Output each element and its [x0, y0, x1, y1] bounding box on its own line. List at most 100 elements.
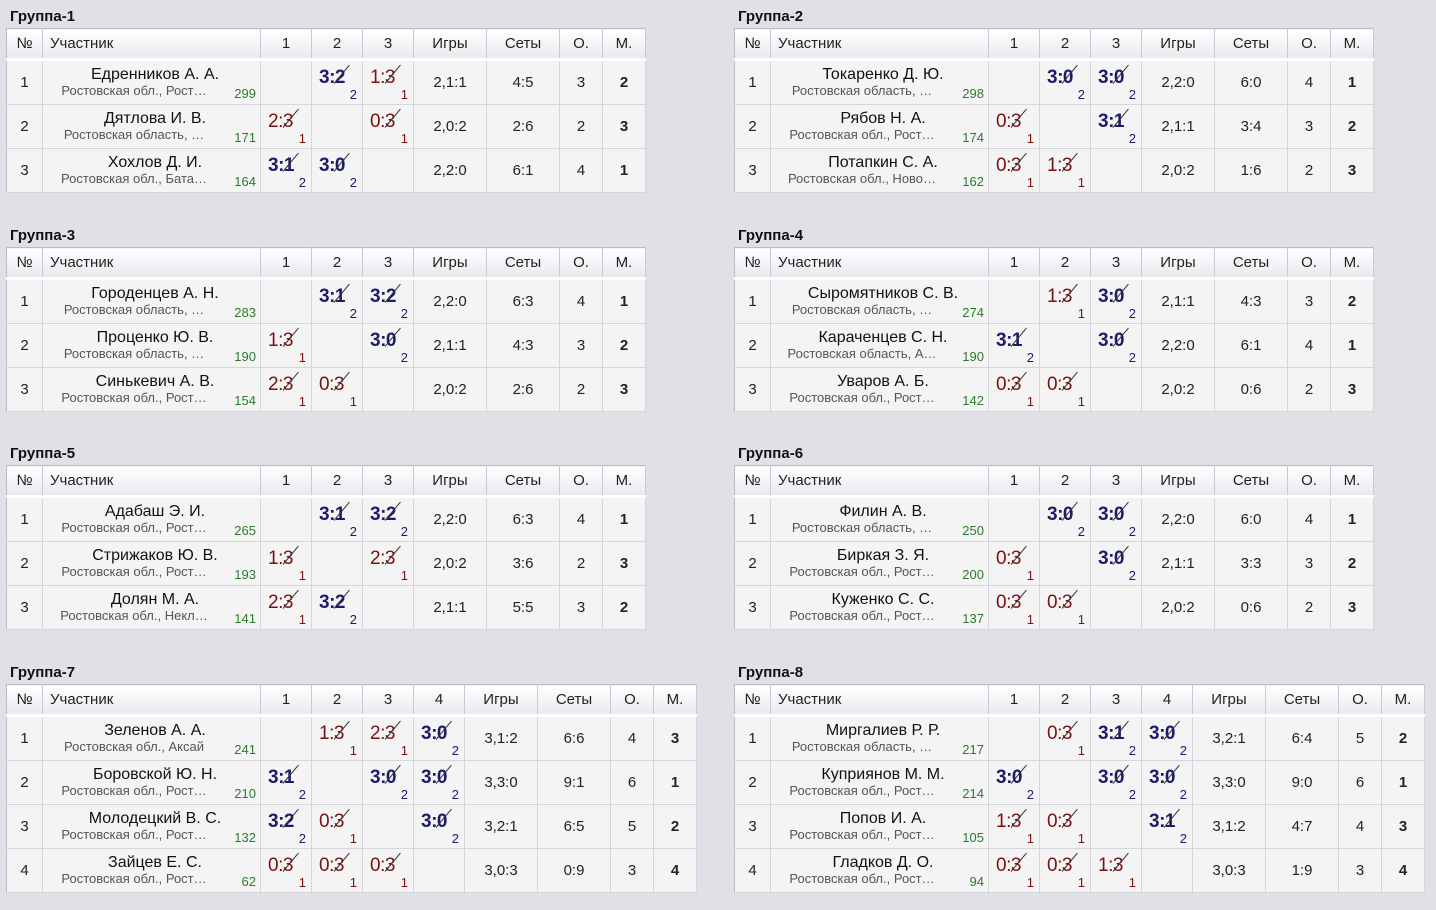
- table-row[interactable]: 1 Городенцев А. Н. Ростовская область, … 28…: [6, 277, 646, 324]
- match-result-cell[interactable]: 3:1 2: [1090, 714, 1142, 761]
- match-result[interactable]: 3:0 2: [1091, 542, 1141, 585]
- match-result[interactable]: 3:0 2: [363, 324, 413, 367]
- col-opponent-2[interactable]: 2: [1039, 684, 1091, 717]
- col-points[interactable]: О.: [559, 28, 603, 61]
- col-sets[interactable]: Сеты: [537, 684, 611, 717]
- match-result-cell[interactable]: 0:3 1: [988, 148, 1040, 193]
- table-row[interactable]: 3 Синькевич А. В. Ростовская обл., Рост… 15…: [6, 367, 646, 412]
- col-games[interactable]: Игры: [413, 465, 487, 498]
- match-result-cell[interactable]: 0:3 1: [362, 104, 414, 149]
- participant-name[interactable]: Филин А. В.: [839, 503, 927, 520]
- col-opponent-2[interactable]: 2: [311, 465, 363, 498]
- col-points[interactable]: О.: [1287, 28, 1331, 61]
- col-opponent-3[interactable]: 3: [362, 28, 414, 61]
- match-result[interactable]: 3:0 2: [1091, 498, 1141, 541]
- participant-cell[interactable]: Зеленов А. А. Ростовская обл., Аксай 241: [42, 714, 261, 761]
- match-result-cell[interactable]: 1:3 1: [1039, 148, 1091, 193]
- participant-name[interactable]: Стрижаков Ю. В.: [92, 547, 218, 564]
- match-result-cell[interactable]: 3:0 2: [1039, 495, 1091, 542]
- col-points[interactable]: О.: [1338, 684, 1382, 717]
- participant-name[interactable]: Сыромятников С. В.: [807, 285, 959, 302]
- col-place[interactable]: М.: [602, 28, 646, 61]
- participant-name[interactable]: Городенцев А. Н.: [91, 285, 219, 302]
- participant-cell[interactable]: Молодецкий В. С. Ростовская обл., Рост… 13…: [42, 804, 261, 849]
- participant-cell[interactable]: Гладков Д. О. Ростовская обл., Рост… 94: [770, 848, 989, 893]
- match-result-cell[interactable]: 0:3 1: [988, 104, 1040, 149]
- table-row[interactable]: 3 Молодецкий В. С. Ростовская обл., Рост… 1…: [6, 804, 697, 849]
- match-result[interactable]: 0:3 1: [312, 368, 362, 411]
- match-result[interactable]: 1:3 1: [261, 542, 311, 585]
- match-result[interactable]: 2:3 1: [261, 105, 311, 148]
- match-result[interactable]: 3:0 2: [414, 761, 464, 804]
- match-result-cell[interactable]: 0:3 1: [988, 585, 1040, 630]
- participant-name[interactable]: Гладков Д. О.: [832, 854, 934, 871]
- col-num[interactable]: №: [6, 247, 43, 280]
- match-result-cell[interactable]: 3:0 2: [1090, 58, 1142, 105]
- match-result[interactable]: 3:1 2: [1091, 717, 1141, 760]
- match-result[interactable]: 0:3 1: [989, 586, 1039, 629]
- col-num[interactable]: №: [734, 247, 771, 280]
- participant-cell[interactable]: Караченцев С. Н. Ростовская область, А… 19…: [770, 323, 989, 368]
- participant-cell[interactable]: Боровской Ю. Н. Ростовская обл., Рост… 210: [42, 760, 261, 805]
- match-result-cell[interactable]: 1:3 1: [1090, 848, 1142, 893]
- col-games[interactable]: Игры: [1141, 247, 1215, 280]
- match-result[interactable]: 0:3 1: [261, 849, 311, 892]
- match-result[interactable]: 3:0 2: [1142, 761, 1192, 804]
- participant-name[interactable]: Боровской Ю. Н.: [92, 766, 218, 783]
- match-result-cell[interactable]: 3:0 2: [1141, 760, 1193, 805]
- col-place[interactable]: М.: [1330, 247, 1374, 280]
- col-participant[interactable]: Участник: [770, 247, 989, 280]
- participant-name[interactable]: Зеленов А. А.: [104, 722, 206, 739]
- match-result-cell[interactable]: 3:0 2: [1090, 760, 1142, 805]
- col-sets[interactable]: Сеты: [1214, 247, 1288, 280]
- participant-name[interactable]: Куприянов М. М.: [821, 766, 945, 783]
- match-result-cell[interactable]: 3:0 2: [413, 714, 465, 761]
- match-result[interactable]: 3:0 2: [414, 805, 464, 848]
- match-result[interactable]: 3:2 2: [363, 280, 413, 323]
- col-place[interactable]: М.: [1330, 465, 1374, 498]
- col-place[interactable]: М.: [1381, 684, 1425, 717]
- match-result[interactable]: 3:0 2: [1091, 324, 1141, 367]
- table-row[interactable]: 3 Потапкин С. А. Ростовская обл., Ново… 162…: [734, 148, 1374, 193]
- match-result[interactable]: 3:2 2: [312, 586, 362, 629]
- match-result[interactable]: 0:3 1: [1040, 586, 1090, 629]
- match-result-cell[interactable]: 3:0 2: [311, 148, 363, 193]
- table-row[interactable]: 4 Зайцев Е. С. Ростовская обл., Рост… 62 0:3…: [6, 848, 697, 893]
- match-result-cell[interactable]: 3:2 2: [362, 277, 414, 324]
- match-result[interactable]: 3:0 2: [989, 761, 1039, 804]
- col-participant[interactable]: Участник: [770, 684, 989, 717]
- col-opponent-2[interactable]: 2: [1039, 28, 1091, 61]
- table-row[interactable]: 3 Уваров А. Б. Ростовская обл., Рост… 142 0:…: [734, 367, 1374, 412]
- match-result-cell[interactable]: 3:1 2: [311, 277, 363, 324]
- col-points[interactable]: О.: [1287, 247, 1331, 280]
- match-result[interactable]: 0:3 1: [1040, 717, 1090, 760]
- table-row[interactable]: 1 Едренников А. А. Ростовская обл., Рост… 2…: [6, 58, 646, 105]
- col-opponent-2[interactable]: 2: [1039, 247, 1091, 280]
- col-games[interactable]: Игры: [1141, 465, 1215, 498]
- match-result[interactable]: 3:0 2: [312, 149, 362, 192]
- col-opponent-3[interactable]: 3: [362, 465, 414, 498]
- match-result-cell[interactable]: 0:3 1: [311, 367, 363, 412]
- match-result[interactable]: 3:0 2: [1091, 61, 1141, 104]
- table-row[interactable]: 1 Адабаш Э. И. Ростовская обл., Рост… 265 3:…: [6, 495, 646, 542]
- match-result-cell[interactable]: 0:3 1: [1039, 585, 1091, 630]
- match-result[interactable]: 0:3 1: [989, 542, 1039, 585]
- participant-name[interactable]: Проценко Ю. В.: [96, 329, 214, 346]
- col-opponent-2[interactable]: 2: [311, 247, 363, 280]
- col-sets[interactable]: Сеты: [1214, 465, 1288, 498]
- match-result-cell[interactable]: 3:0 2: [1090, 277, 1142, 324]
- match-result-cell[interactable]: 3:2 2: [311, 585, 363, 630]
- match-result[interactable]: 0:3 1: [989, 368, 1039, 411]
- match-result[interactable]: 3:0 2: [1091, 280, 1141, 323]
- match-result-cell[interactable]: 2:3 1: [260, 104, 312, 149]
- match-result[interactable]: 1:3 1: [1040, 149, 1090, 192]
- match-result[interactable]: 1:3 1: [1091, 849, 1141, 892]
- col-opponent-1[interactable]: 1: [988, 28, 1040, 61]
- col-opponent-2[interactable]: 2: [311, 684, 363, 717]
- col-opponent-4[interactable]: 4: [1141, 684, 1193, 717]
- match-result[interactable]: 3:1 2: [1142, 805, 1192, 848]
- match-result[interactable]: 3:0 2: [363, 761, 413, 804]
- match-result-cell[interactable]: 0:3 1: [311, 848, 363, 893]
- table-row[interactable]: 3 Хохлов Д. И. Ростовская обл., Бата… 164 3:…: [6, 148, 646, 193]
- col-participant[interactable]: Участник: [42, 465, 261, 498]
